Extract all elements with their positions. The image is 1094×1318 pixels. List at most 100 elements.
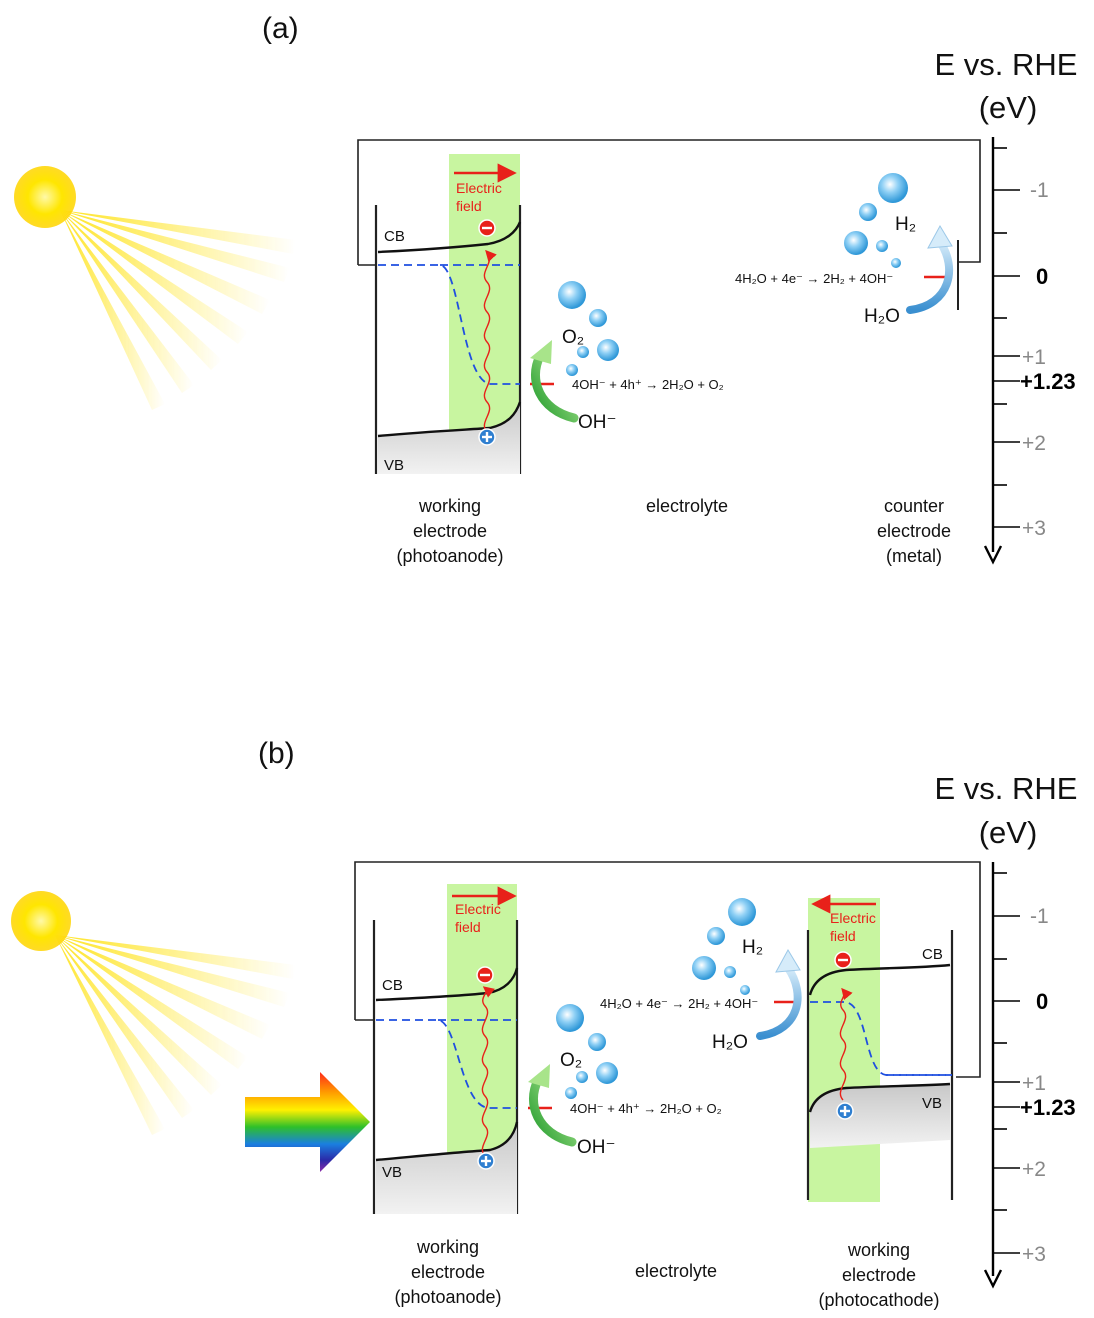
water-label-b: H₂O [712, 1032, 748, 1053]
broadband-light-arrow [245, 1072, 370, 1172]
oxygen-label: O₂ [562, 327, 584, 348]
panel-a-label: (a) [262, 12, 299, 45]
svg-text:(photoanode): (photoanode) [396, 546, 503, 566]
tick-b-zero: 0 [1036, 989, 1048, 1014]
electric-field-cathode-label-2: field [830, 928, 856, 944]
tick-b-minus1: -1 [1030, 905, 1049, 928]
water-label: H₂O [864, 306, 900, 327]
space-charge-region-cathode [808, 898, 880, 1202]
hole-icon-anode [477, 1152, 495, 1170]
energy-axis-b: E vs. RHE (eV) -1 0 +1 +1.23 +2 [935, 771, 1078, 1289]
tick-plus2: +2 [1022, 432, 1046, 455]
quasi-fermi-level-cathode [810, 1001, 952, 1076]
oxygen-label-b: O₂ [560, 1050, 582, 1071]
valence-band-edge-anode [375, 1121, 519, 1162]
quasi-fermi-level [378, 264, 520, 385]
tick-plus1: +1 [1022, 346, 1046, 369]
svg-text:electrode: electrode [413, 521, 487, 541]
hydroxide-label-b: OH⁻ [577, 1137, 616, 1158]
blue-arrow-head [927, 224, 953, 249]
caption-electrolyte-b: electrolyte [635, 1261, 717, 1281]
energy-axis-a: E vs. RHE (eV) -1 0 +1 +1.23 +2 [935, 47, 1078, 565]
caption-counter-electrode: counter electrode (metal) [877, 496, 951, 566]
blue-curved-arrow-b [756, 964, 802, 1040]
svg-text:electrode: electrode [411, 1262, 485, 1282]
vb-label: VB [384, 457, 404, 474]
caption-electrolyte: electrolyte [646, 496, 728, 516]
axis-title-b-line1: E vs. RHE [935, 771, 1078, 806]
caption-photoanode: working electrode (photoanode) [396, 496, 503, 566]
svg-text:electrode: electrode [842, 1265, 916, 1285]
external-circuit-b [354, 861, 981, 1078]
panel-b-label: (b) [258, 737, 295, 770]
hole-icon-cathode [836, 1102, 854, 1120]
svg-text:electrode: electrode [877, 521, 951, 541]
green-arrow-head [530, 340, 552, 364]
svg-text:working: working [416, 1237, 479, 1257]
hydroxide-label: OH⁻ [578, 412, 617, 433]
svg-text:working: working [847, 1240, 910, 1260]
valence-band-edge-cathode [808, 1082, 951, 1113]
axis-title-line1: E vs. RHE [935, 47, 1078, 82]
tick-minus1: -1 [1030, 179, 1049, 202]
sun-icon [14, 166, 296, 410]
svg-text:working: working [418, 496, 481, 516]
tick-plus3: +3 [1022, 517, 1046, 540]
tick-b-plus1: +1 [1022, 1072, 1046, 1095]
tick-b-plus3: +3 [1022, 1243, 1046, 1266]
electric-field-anode-label-1: Electric [455, 901, 501, 917]
cb-label-cathode: CB [922, 946, 943, 963]
svg-text:(photocathode): (photocathode) [818, 1290, 939, 1310]
green-curved-arrow-b [529, 1075, 577, 1147]
cb-label: CB [384, 228, 405, 245]
o2-bubbles-b [556, 1004, 618, 1099]
photoexcitation-path-cathode [839, 987, 853, 1101]
green-curved-arrow [531, 351, 579, 423]
tick-1-23: +1.23 [1020, 369, 1076, 394]
green-arrow-head-b [528, 1064, 550, 1088]
hydrogen-label: H₂ [895, 214, 916, 235]
valence-band-edge [377, 401, 522, 438]
tick-b-1-23: +1.23 [1020, 1095, 1076, 1120]
svg-text:(photoanode): (photoanode) [394, 1287, 501, 1307]
axis-title-line2: (eV) [979, 90, 1038, 125]
vb-label-cathode: VB [922, 1095, 942, 1112]
oxidation-reaction-b: 4OH⁻ + 4h⁺ → 2H₂O + O₂ [570, 1101, 722, 1116]
quasi-fermi-level-anode [376, 1019, 517, 1109]
vb-label-anode: VB [382, 1164, 402, 1181]
panel-b: (b) [11, 737, 1077, 1310]
electron-icon [478, 219, 496, 237]
o2-bubbles [558, 281, 619, 376]
tick-b-plus2: +2 [1022, 1158, 1046, 1181]
hole-icon [478, 428, 496, 446]
electric-field-cathode-label-1: Electric [830, 910, 876, 926]
h2-bubbles-b [692, 898, 756, 995]
electron-icon-cathode [834, 951, 852, 969]
axis-title-b-line2: (eV) [979, 815, 1038, 850]
caption-photocathode: working electrode (photocathode) [818, 1240, 939, 1310]
tick-zero: 0 [1036, 264, 1048, 289]
svg-text:counter: counter [884, 496, 944, 516]
hydrogen-label-b: H₂ [742, 937, 763, 958]
conduction-band-edge-cathode [808, 963, 951, 996]
electric-field-anode-label-2: field [455, 919, 481, 935]
oxidation-reaction: 4OH⁻ + 4h⁺ → 2H₂O + O₂ [572, 377, 724, 392]
blue-arrow-head-b [775, 948, 801, 973]
photoexcitation-path-anode [481, 986, 496, 1157]
sun-icon-b [11, 891, 296, 1135]
photoexcitation-path [483, 249, 497, 433]
h2-bubbles [844, 173, 908, 268]
reduction-reaction: 4H₂O + 4e⁻ → 2H₂ + 4OH⁻ [735, 271, 893, 286]
external-circuit [357, 139, 981, 265]
electric-field-label-2: field [456, 198, 482, 214]
blue-curved-arrow [906, 238, 954, 314]
electron-icon-anode [476, 966, 494, 984]
caption-photoanode-b: working electrode (photoanode) [394, 1237, 501, 1307]
reduction-reaction-b: 4H₂O + 4e⁻ → 2H₂ + 4OH⁻ [600, 996, 758, 1011]
svg-text:(metal): (metal) [886, 546, 942, 566]
cb-label-anode: CB [382, 977, 403, 994]
electric-field-label-1: Electric [456, 180, 502, 196]
conduction-band-edge [377, 221, 522, 254]
